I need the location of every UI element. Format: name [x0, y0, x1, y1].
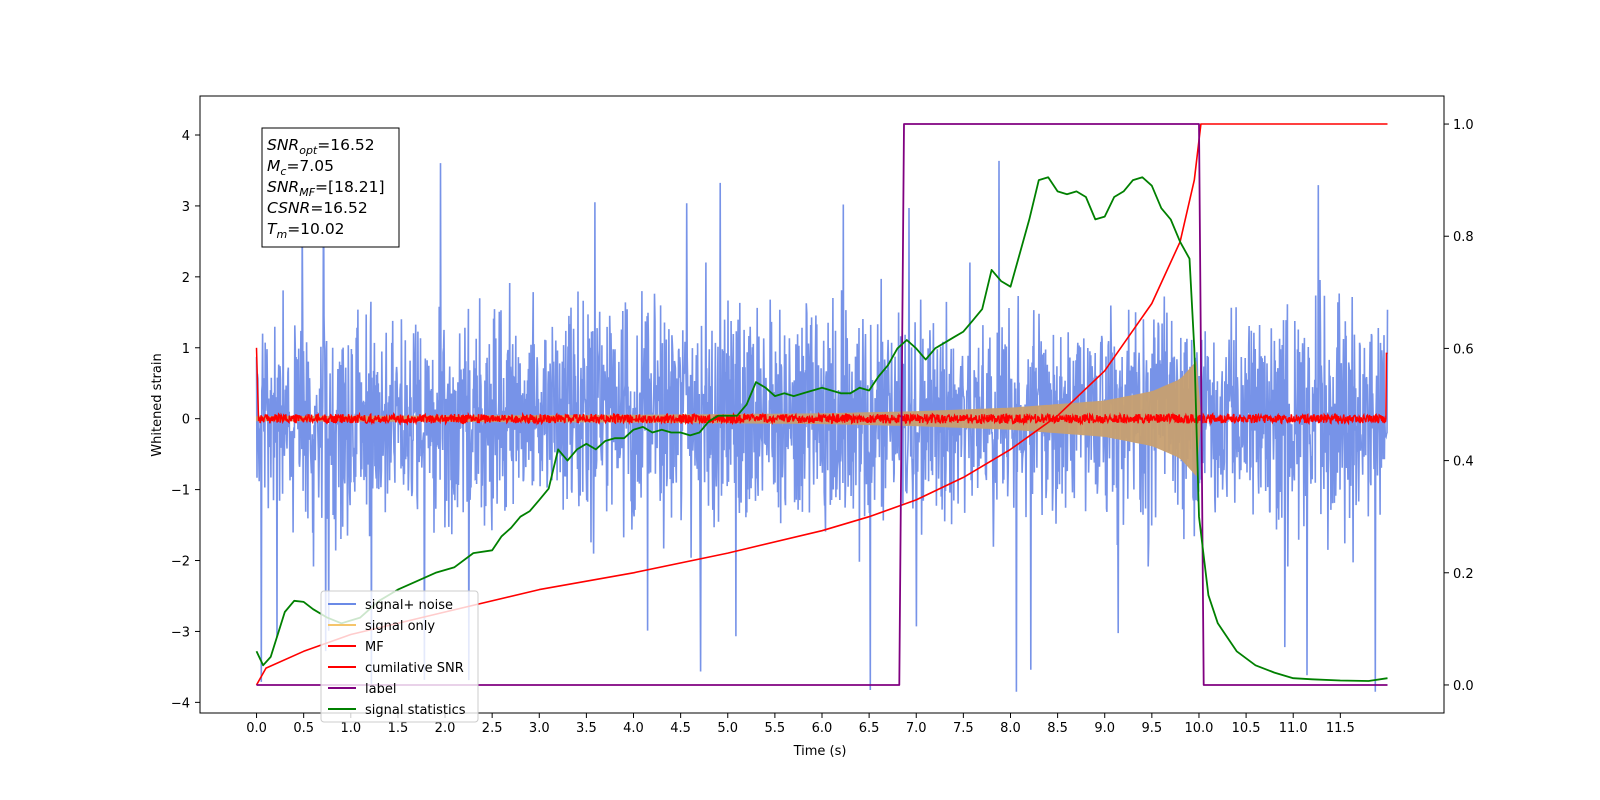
y-right-tick-label: 0.6 [1453, 342, 1474, 357]
x-tick-label: 11.5 [1326, 721, 1355, 736]
y-left-tick-label: 2 [182, 271, 190, 286]
x-tick-label: 0.5 [293, 721, 314, 736]
y-left-tick-label: −2 [171, 555, 190, 570]
plot-area [255, 123, 1389, 692]
annotation-line: Tm=10.02 [267, 220, 345, 241]
x-tick-label: 3.0 [529, 721, 550, 736]
x-tick-label: 11.0 [1279, 721, 1308, 736]
y-left-tick-label: −1 [171, 484, 190, 499]
annotation-line: CSNR=16.52 [267, 199, 368, 217]
y-right-tick-label: 0.4 [1453, 455, 1474, 470]
annotation-line: Mc=7.05 [267, 157, 334, 178]
legend-entry: signal statistics [365, 703, 466, 718]
x-tick-label: 0.0 [246, 721, 267, 736]
x-axis: 0.0 0.5 1.0 1.5 2.0 2.5 3.0 3.5 4.0 4.5 5.0 5.5 6.0 6… [246, 713, 1355, 736]
x-tick-label: 4.5 [670, 721, 691, 736]
annotation-box: SNRopt=16.52Mc=7.05SNRMF=[18.21]CSNR=16.… [261, 127, 400, 248]
y-axis-left: 4 3 2 1 0 −1 −2 −3 −4 [171, 129, 200, 711]
x-tick-label: 2.5 [482, 721, 503, 736]
y-right-tick-label: 0.8 [1453, 230, 1474, 245]
x-tick-label: 1.0 [340, 721, 361, 736]
x-tick-label: 1.5 [388, 721, 409, 736]
y-right-tick-label: 1.0 [1453, 118, 1474, 133]
x-tick-label: 3.5 [576, 721, 597, 736]
y-axis-right: 1.0 0.8 0.6 0.4 0.2 0.0 [1444, 118, 1474, 694]
series-mf [255, 347, 1388, 426]
series-label [256, 123, 1388, 686]
legend-frame [320, 590, 479, 723]
y-right-tick-label: 0.2 [1453, 567, 1474, 582]
x-tick-label: 10.0 [1184, 721, 1213, 736]
x-tick-label: 10.5 [1232, 721, 1261, 736]
x-tick-label: 2.0 [435, 721, 456, 736]
x-tick-label: 7.5 [953, 721, 974, 736]
x-tick-label: 6.0 [812, 721, 833, 736]
legend-entry: cumilative SNR [365, 661, 464, 676]
legend-entry: signal+ noise [365, 598, 453, 613]
legend-entry: MF [365, 640, 384, 655]
y-left-tick-label: 1 [182, 342, 190, 357]
y-left-tick-label: 0 [182, 413, 190, 428]
y-axis-label: Whitened strain [150, 353, 165, 456]
y-right-tick-label: 0.0 [1453, 679, 1474, 694]
x-tick-label: 9.5 [1142, 721, 1163, 736]
y-left-tick-label: 3 [182, 200, 190, 215]
annotation-line: SNRMF=[18.21] [267, 178, 385, 199]
y-left-tick-label: 4 [182, 129, 190, 144]
annotation-box-frame [261, 127, 400, 248]
x-tick-label: 4.0 [623, 721, 644, 736]
x-tick-label: 5.0 [717, 721, 738, 736]
x-tick-label: 8.5 [1047, 721, 1068, 736]
x-axis-label: Time (s) [793, 744, 847, 759]
annotation-line: SNRopt=16.52 [267, 136, 375, 157]
series-signal-statistics [255, 176, 1388, 682]
x-tick-label: 5.5 [765, 721, 786, 736]
legend: signal+ noise signal only MF cumilative SNR… [320, 590, 479, 723]
x-tick-label: 8.0 [1000, 721, 1021, 736]
x-tick-label: 7.0 [906, 721, 927, 736]
legend-entry: label [365, 682, 396, 697]
x-tick-label: 6.5 [859, 721, 880, 736]
y-left-tick-label: −4 [171, 696, 190, 711]
legend-entry: signal only [365, 619, 435, 634]
y-left-tick-label: −3 [171, 625, 190, 640]
x-tick-label: 9.0 [1094, 721, 1115, 736]
